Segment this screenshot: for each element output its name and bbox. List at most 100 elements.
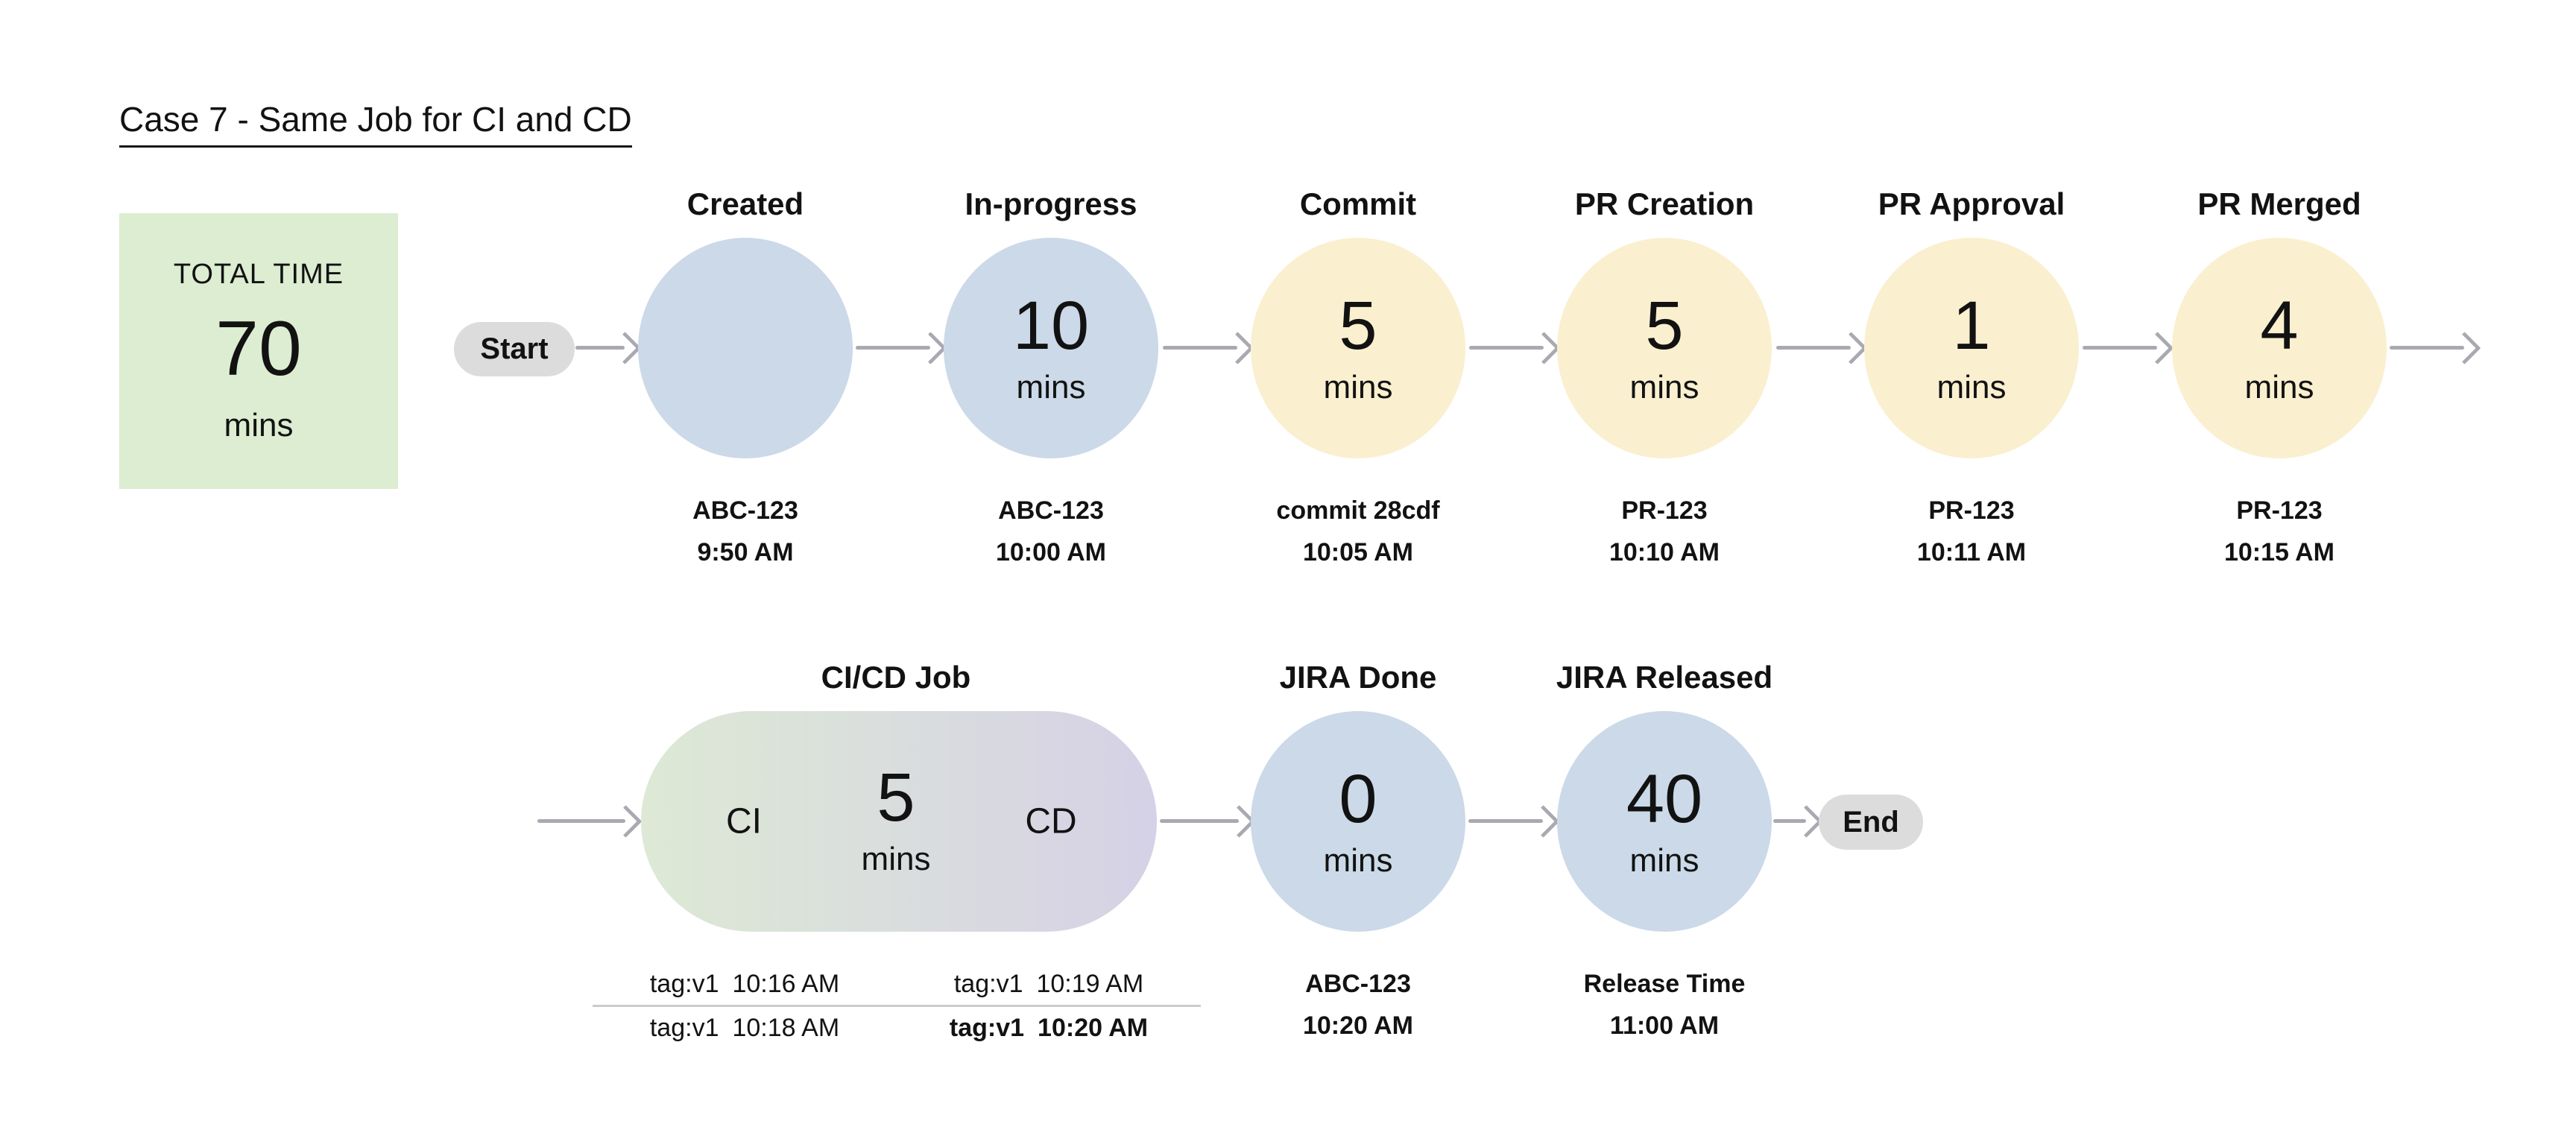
end-pill: End	[1819, 795, 1923, 850]
ci-label: CI	[726, 801, 762, 842]
stage-label-1: PR-123	[1928, 496, 2015, 525]
stage-unit: mins	[1323, 842, 1393, 879]
tag-name: tag:v1	[649, 1013, 719, 1042]
tag-name: tag:v1	[949, 1013, 1025, 1042]
stage-title: In-progress	[965, 186, 1137, 221]
stage-value: 0	[1339, 760, 1377, 837]
stage-label-1: ABC-123	[692, 496, 798, 525]
stage-unit: mins	[1936, 368, 2007, 405]
stage-labels: Release Time 11:00 AM	[1584, 963, 1746, 1046]
tag-row-start-times: tag:v1 10:16 AM tag:v1 10:19 AM	[593, 963, 1201, 1005]
arrow-prmerged-out	[2390, 346, 2464, 350]
stage-pr-approval: PR Approval 1 mins PR-123 10:11 AM	[1815, 186, 2128, 573]
stage-labels: PR-123 10:15 AM	[2224, 490, 2334, 573]
ci-start-tag: tag:v1 10:16 AM	[593, 963, 897, 1005]
stage-label-1: ABC-123	[998, 496, 1104, 525]
arrow-prcreation-to-prapproval	[1776, 346, 1851, 350]
tag-name: tag:v1	[649, 969, 719, 998]
stage-value: 5	[1645, 287, 1684, 364]
page-title: Case 7 - Same Job for CI and CD	[119, 100, 632, 148]
stage-label-1: PR-123	[2236, 496, 2323, 525]
stage-title: Created	[686, 186, 804, 221]
tag-time: 10:16 AM	[732, 969, 840, 998]
stage-title: JIRA Done	[1279, 660, 1437, 695]
arrow-into-cicd-job	[537, 819, 625, 823]
start-label: Start	[480, 332, 549, 365]
arrow-created-to-inprogress	[856, 346, 930, 350]
total-time-value: 70	[215, 305, 302, 392]
cicd-tag-table: tag:v1 10:16 AM tag:v1 10:19 AM tag:v1 1…	[593, 963, 1201, 1049]
total-time-unit: mins	[224, 406, 294, 443]
stage-title: PR Merged	[2197, 186, 2361, 221]
stage-labels: PR-123 10:11 AM	[1917, 490, 2026, 573]
end-label: End	[1843, 805, 1899, 839]
stage-node: 5 mins	[1251, 238, 1465, 458]
tag-name: tag:v1	[953, 969, 1023, 998]
ci-end-tag: tag:v1 10:18 AM	[593, 1007, 897, 1049]
stage-pr-creation: PR Creation 5 mins PR-123 10:10 AM	[1508, 186, 1821, 573]
stage-title: PR Creation	[1574, 186, 1755, 221]
arrow-jiradone-to-jirareleased	[1468, 819, 1543, 823]
stage-value: 5	[1339, 287, 1377, 364]
start-pill: Start	[454, 322, 575, 376]
cd-label: CD	[1025, 801, 1077, 842]
tag-row-end-times: tag:v1 10:18 AM tag:v1 10:20 AM	[593, 1005, 1201, 1049]
stage-pr-merged: PR Merged 4 mins PR-123 10:15 AM	[2123, 186, 2436, 573]
cicd-job-title: CI/CD Job	[821, 660, 971, 695]
stage-unit: mins	[1629, 368, 1699, 405]
stage-node: 10 mins	[944, 238, 1158, 458]
arrow-cicd-to-jiradone	[1160, 819, 1239, 823]
stage-labels: commit 28cdf 10:05 AM	[1276, 490, 1439, 573]
stage-unit: mins	[1629, 842, 1699, 879]
stage-title: PR Approval	[1878, 186, 2065, 221]
stage-node: 1 mins	[1864, 238, 2079, 458]
stage-unit: mins	[2244, 368, 2314, 405]
tag-time: 10:18 AM	[732, 1013, 840, 1042]
stage-labels: ABC-123 9:50 AM	[692, 490, 798, 573]
stage-label-2: 10:10 AM	[1609, 538, 1720, 566]
stage-label-1: Release Time	[1583, 970, 1746, 998]
arrow-start-to-created	[575, 346, 625, 350]
total-time-label: TOTAL TIME	[173, 258, 344, 290]
stage-node	[638, 238, 853, 458]
stage-label-1: commit 28cdf	[1276, 496, 1440, 525]
stage-title: JIRA Released	[1556, 660, 1773, 695]
stage-value: 1	[1952, 287, 1991, 364]
stage-node: 40 mins	[1557, 711, 1772, 932]
stage-label-2: 11:00 AM	[1609, 1011, 1720, 1040]
stage-labels: PR-123 10:10 AM	[1609, 490, 1720, 573]
cd-start-tag: tag:v1 10:19 AM	[897, 963, 1201, 1005]
cd-end-tag: tag:v1 10:20 AM	[897, 1007, 1201, 1049]
stage-value: 10	[1012, 287, 1090, 364]
stage-unit: mins	[1016, 368, 1086, 405]
stage-label-2: 10:05 AM	[1302, 538, 1414, 566]
stage-value: 40	[1626, 760, 1703, 837]
stage-title: Commit	[1299, 186, 1417, 221]
arrow-commit-to-prcreation	[1469, 346, 1544, 350]
stage-label-2: 10:20 AM	[1302, 1011, 1414, 1040]
stage-unit: mins	[1323, 368, 1393, 405]
stage-node: 5 mins	[1557, 238, 1772, 458]
stage-node: 0 mins	[1251, 711, 1465, 932]
tag-time: 10:19 AM	[1036, 969, 1144, 998]
cicd-job-pill: CI 5 mins CD	[641, 711, 1157, 932]
tag-time: 10:20 AM	[1038, 1013, 1149, 1042]
arrow-jirareleased-to-end	[1773, 819, 1806, 823]
stage-jira-done: JIRA Done 0 mins ABC-123 10:20 AM	[1202, 660, 1515, 1046]
stage-label-1: PR-123	[1621, 496, 1708, 525]
stage-label-2: 10:11 AM	[1916, 538, 2027, 566]
stage-value: 4	[2260, 287, 2299, 364]
stage-in-progress: In-progress 10 mins ABC-123 10:00 AM	[894, 186, 1208, 573]
job-unit: mins	[861, 841, 931, 877]
stage-node: 4 mins	[2172, 238, 2387, 458]
stage-created: Created ABC-123 9:50 AM	[589, 186, 902, 573]
arrow-prapproval-to-prmerged	[2083, 346, 2157, 350]
stage-labels: ABC-123 10:20 AM	[1303, 963, 1413, 1046]
job-value: 5	[877, 760, 915, 836]
stage-label-2: 10:00 AM	[995, 538, 1107, 566]
stage-label-2: 10:15 AM	[2223, 538, 2335, 566]
stage-labels: ABC-123 10:00 AM	[996, 490, 1106, 573]
arrow-inprogress-to-commit	[1163, 346, 1237, 350]
stage-jira-released: JIRA Released 40 mins Release Time 11:00…	[1508, 660, 1821, 1046]
